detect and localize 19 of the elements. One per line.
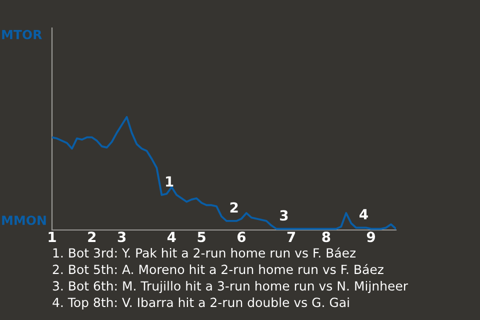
text: MMON [2, 216, 46, 226]
annotation: 1 [166, 176, 174, 187]
x-tick-label: 9 [366, 232, 376, 242]
text: 2. Bot 5th: A. Moreno hit a 2-run home run vs F. Báez [52, 264, 384, 274]
x-tick-label: 5 [198, 232, 206, 242]
text: 1. Bot 3rd: Y. Pak hit a 2-run home run vs F. Báez [53, 247, 356, 258]
x-tick-label: 8 [322, 232, 330, 242]
x-tick-label: 7 [287, 232, 296, 242]
annotation: 2 [230, 202, 238, 213]
x-tick-label: 2 [88, 232, 96, 242]
annotation: 3 [280, 210, 288, 221]
text: 3. Bot 6th: M. Trujillo hit a 3-run home run vs N. Mijnheer [52, 280, 408, 294]
x-tick-label: 6 [237, 232, 246, 242]
text: 4. Top 8th: V. Ibarra hit a 2-run double vs G. Gai [52, 297, 349, 310]
text: MTOR [2, 30, 42, 40]
x-tick-label: 4 [167, 232, 176, 242]
annotation: 4 [360, 209, 368, 220]
x-tick-label: 3 [118, 232, 126, 242]
x-tick-label: 1 [48, 232, 56, 242]
